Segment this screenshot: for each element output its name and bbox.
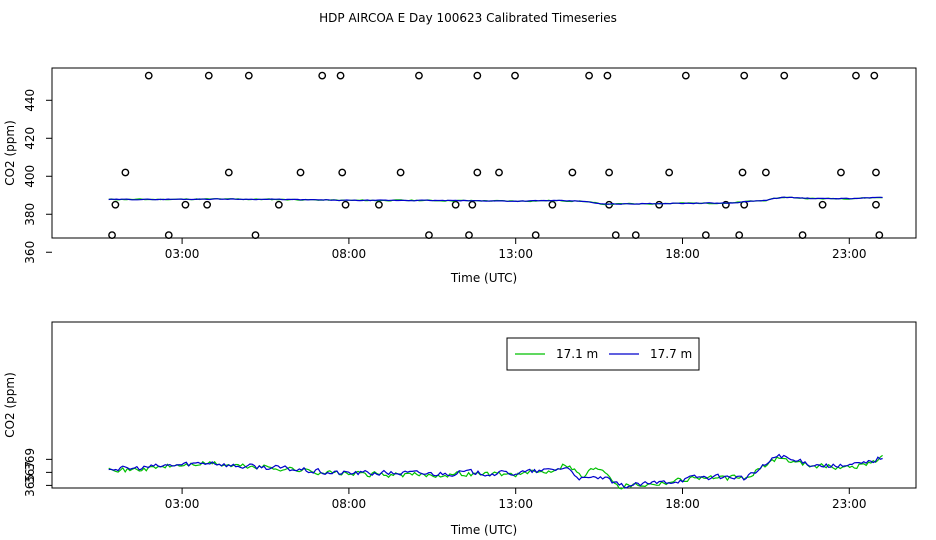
top-plot-frame bbox=[51, 67, 917, 239]
x-tick-label: 18:00 bbox=[665, 497, 700, 511]
bottom-y-axis-label: CO2 (ppm) bbox=[3, 372, 17, 438]
legend-label-17-1m: 17.1 m bbox=[556, 347, 598, 361]
bottom-series-lines bbox=[108, 453, 883, 490]
calibration-point bbox=[465, 231, 473, 240]
calibration-point bbox=[511, 71, 519, 80]
x-tick-label: 08:00 bbox=[332, 247, 367, 261]
calibration-point bbox=[568, 168, 577, 177]
x-tick-label: 18:00 bbox=[665, 247, 700, 261]
calibration-point bbox=[203, 200, 212, 209]
calibration-point bbox=[451, 200, 460, 209]
calibration-point bbox=[605, 168, 613, 177]
calibration-point bbox=[655, 200, 664, 209]
series-line-17-1-m bbox=[108, 454, 883, 490]
x-tick-label: 23:00 bbox=[832, 497, 867, 511]
calibration-point bbox=[818, 200, 827, 209]
calibration-point bbox=[738, 168, 747, 177]
top-scatter-points bbox=[108, 71, 884, 240]
y-tick-label: 420 bbox=[23, 127, 37, 150]
calibration-point bbox=[415, 71, 423, 80]
x-tick-label: 13:00 bbox=[498, 247, 533, 261]
calibration-point bbox=[585, 71, 593, 80]
calibration-point bbox=[204, 71, 213, 80]
y-tick-label: 400 bbox=[23, 165, 37, 188]
calibration-point bbox=[735, 231, 744, 240]
calibration-point bbox=[468, 200, 477, 209]
calibration-point bbox=[121, 168, 130, 177]
calibration-point bbox=[665, 168, 674, 177]
y-tick-label: 369 bbox=[23, 448, 37, 471]
calibration-point bbox=[396, 168, 405, 177]
calibration-point bbox=[531, 231, 540, 240]
top-co2-lines bbox=[108, 196, 883, 206]
calibration-point bbox=[164, 231, 173, 240]
x-tick-label: 03:00 bbox=[165, 497, 200, 511]
y-tick-label: 365 bbox=[23, 474, 37, 497]
chart-title: HDP AIRCOA E Day 100623 Calibrated Times… bbox=[319, 11, 617, 25]
bottom-x-axis: 03:00 08:00 13:00 18:00 23:00 bbox=[165, 488, 867, 511]
x-tick-label: 23:00 bbox=[832, 247, 867, 261]
calibration-point bbox=[798, 231, 807, 240]
calibration-point bbox=[296, 168, 305, 177]
calibration-point bbox=[495, 168, 503, 177]
calibration-point bbox=[631, 231, 640, 240]
bottom-plot-frame bbox=[51, 321, 917, 489]
calibration-point bbox=[251, 231, 260, 240]
calibration-point bbox=[852, 71, 860, 80]
calibration-point bbox=[872, 200, 880, 209]
calibration-point bbox=[341, 200, 350, 209]
calibration-point bbox=[548, 200, 557, 209]
legend-label-17-7m: 17.7 m bbox=[650, 347, 692, 361]
calibration-point bbox=[108, 231, 116, 240]
top-x-axis-label: Time (UTC) bbox=[450, 271, 517, 285]
calibration-point bbox=[336, 71, 345, 80]
y-tick-label: 440 bbox=[23, 89, 37, 112]
x-tick-label: 08:00 bbox=[332, 497, 367, 511]
calibration-point bbox=[181, 200, 190, 209]
calibration-point bbox=[224, 168, 233, 177]
top-y-axis: 360 380 400 420 440 bbox=[23, 89, 52, 264]
calibration-point bbox=[780, 71, 789, 80]
calibration-point bbox=[875, 231, 884, 240]
calibration-point bbox=[721, 200, 730, 209]
bottom-x-axis-label: Time (UTC) bbox=[450, 523, 517, 537]
calibration-point bbox=[338, 168, 347, 177]
y-tick-label: 380 bbox=[23, 203, 37, 226]
calibration-point bbox=[681, 71, 690, 80]
calibration-point bbox=[144, 71, 153, 80]
y-tick-label: 367 bbox=[23, 461, 37, 484]
top-blue-line bbox=[108, 196, 883, 205]
series-line-17-7-m bbox=[108, 453, 883, 489]
calibration-point bbox=[837, 168, 845, 177]
calibration-point bbox=[244, 71, 253, 80]
calibration-point bbox=[318, 71, 327, 80]
calibration-point bbox=[740, 71, 749, 80]
x-tick-label: 03:00 bbox=[165, 247, 200, 261]
calibration-point bbox=[274, 200, 283, 209]
y-tick-label: 360 bbox=[23, 241, 37, 264]
calibration-point bbox=[701, 231, 710, 240]
calibration-point bbox=[603, 71, 612, 80]
top-x-axis: 03:00 08:00 13:00 18:00 23:00 bbox=[165, 238, 867, 261]
top-panel: 03:00 08:00 13:00 18:00 23:00 360 380 400 420 44… bbox=[3, 67, 917, 285]
calibration-point bbox=[870, 71, 879, 80]
calibration-point bbox=[111, 200, 120, 209]
top-y-axis-label: CO2 (ppm) bbox=[3, 120, 17, 186]
calibration-point bbox=[473, 71, 482, 80]
calibration-point bbox=[611, 231, 620, 240]
calibration-point bbox=[761, 168, 770, 177]
calibration-point bbox=[425, 231, 433, 240]
calibration-point bbox=[375, 200, 383, 209]
x-tick-label: 13:00 bbox=[498, 497, 533, 511]
legend: 17.1 m 17.7 m bbox=[506, 337, 700, 371]
calibration-point bbox=[872, 168, 880, 177]
calibration-point bbox=[473, 168, 482, 177]
